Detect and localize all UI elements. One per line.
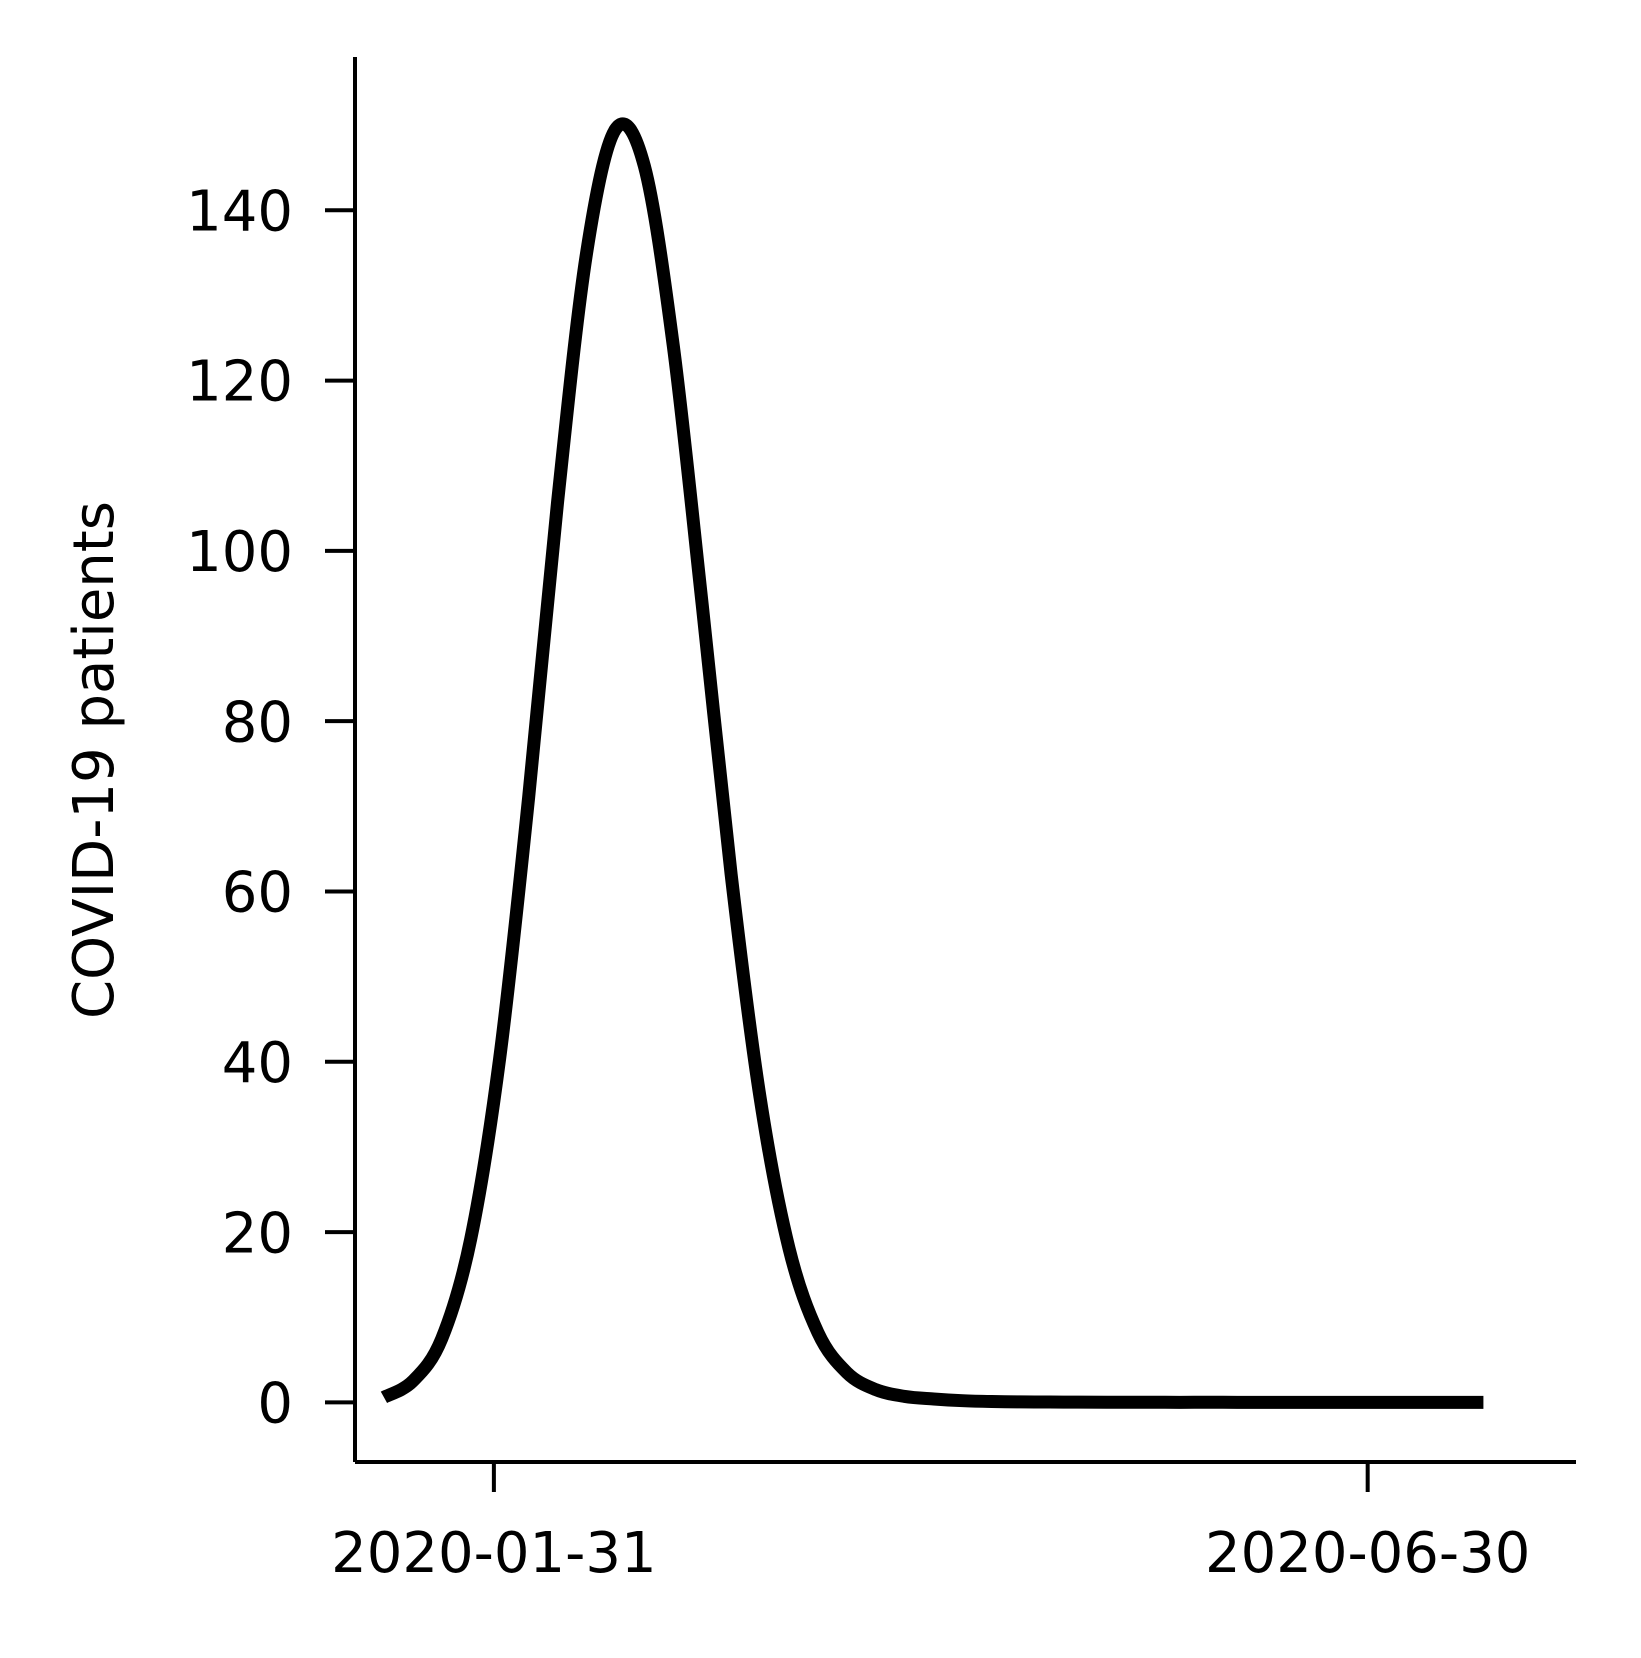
y-tick-label: 140: [186, 179, 293, 244]
y-tick-label: 0: [257, 1372, 293, 1437]
y-tick-label: 80: [222, 690, 293, 755]
series-line: [380, 117, 1484, 1409]
y-tick-label: 20: [222, 1201, 293, 1266]
y-axis-label: COVID-19 patients: [62, 501, 127, 1019]
y-tick-label: 60: [222, 861, 293, 926]
y-tick-label: 100: [186, 520, 293, 585]
x-tick-label: 2020-06-30: [1205, 1521, 1530, 1586]
x-axis-ticks: 2020-01-31 2020-06-30: [331, 1462, 1530, 1586]
y-tick-label: 40: [222, 1031, 293, 1096]
x-tick-label: 2020-01-31: [331, 1521, 656, 1586]
y-axis-ticks: 0 20 40 60 80 100 120 140: [186, 179, 355, 1437]
y-tick-label: 120: [186, 350, 293, 415]
series-group: [380, 117, 1484, 1409]
